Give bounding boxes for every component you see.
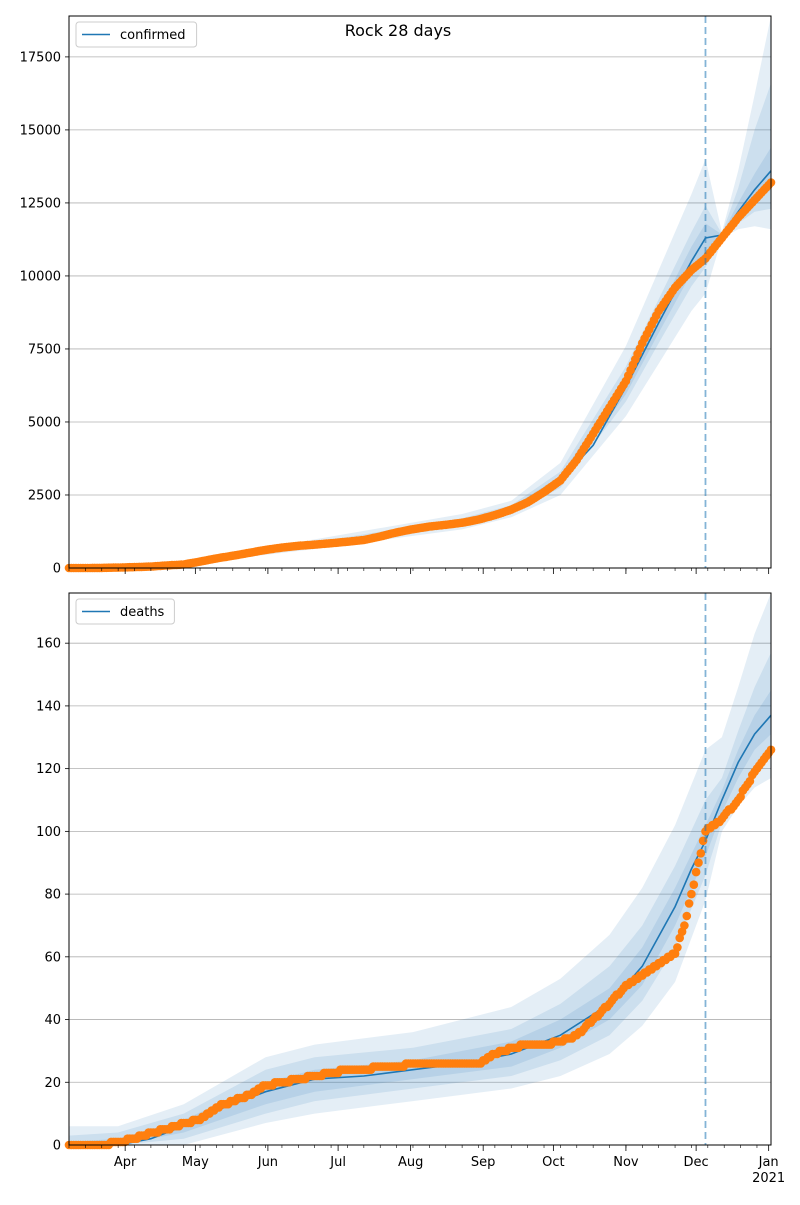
confidence-band (69, 690, 771, 1145)
legend-label: deaths (120, 605, 165, 620)
y-tick-label: 100 (36, 825, 61, 840)
axes-frame (68, 592, 772, 1146)
figure-title: Rock 28 days (345, 21, 452, 40)
observed-point (694, 858, 703, 867)
y-tick-label: 2500 (28, 488, 61, 503)
legend: deaths (75, 598, 175, 625)
observed-points (64, 178, 776, 573)
y-tick-label: 60 (44, 950, 61, 965)
y-tick-label: 0 (53, 562, 61, 577)
y-tick-label: 20 (44, 1076, 61, 1091)
x-tick-label: Aug (398, 1155, 423, 1170)
observed-points (64, 745, 776, 1150)
legend-box (75, 598, 175, 625)
y-tick-label: 120 (36, 762, 61, 777)
y-tick-label: 140 (36, 699, 61, 714)
x-year-label: 2021 (752, 1171, 785, 1186)
x-tick-label: Jul (329, 1155, 346, 1170)
x-tick-label: Jun (257, 1155, 278, 1170)
observed-point (691, 867, 701, 877)
y-tick-label: 15000 (20, 123, 61, 138)
y-tick-label: 160 (36, 637, 61, 652)
observed-point (680, 921, 689, 930)
x-tick-label: May (182, 1155, 209, 1170)
legend: confirmed (75, 21, 198, 48)
observed-point (673, 943, 682, 952)
y-tick-label: 10000 (20, 269, 61, 284)
y-tick-label: 5000 (28, 415, 61, 430)
x-tick-label: Jan (758, 1155, 779, 1170)
confidence-band (69, 147, 771, 568)
y-tick-label: 12500 (20, 196, 61, 211)
y-tick-label: 40 (44, 1013, 61, 1028)
observed-point (684, 899, 694, 908)
x-tick-label: Apr (114, 1155, 137, 1170)
x-tick-label: Sep (471, 1155, 496, 1170)
x-tick-label: Nov (613, 1155, 639, 1170)
x-tick-label: Dec (684, 1155, 709, 1170)
observed-point (689, 880, 699, 889)
panel-confirmed: 0 2500 5000 7500 10000 12500 15000 17500 confirm… (20, 15, 776, 577)
axes-frame (68, 15, 772, 569)
y-tick-label: 80 (44, 888, 61, 903)
y-tick-label: 0 (53, 1139, 61, 1154)
legend-box (75, 21, 198, 48)
legend-label: confirmed (120, 28, 186, 43)
observed-point (687, 889, 696, 899)
model-line (68, 170, 772, 569)
y-tick-label: 7500 (28, 342, 61, 357)
observed-point (696, 849, 706, 858)
confidence-band (69, 593, 771, 1145)
y-tick-label: 17500 (20, 50, 61, 65)
panel-deaths: 0 20 40 60 80 100 120 140 160 Apr May Jun Jul Aug Sep O… (36, 592, 785, 1186)
observed-point (682, 911, 692, 921)
x-tick-label: Oct (542, 1155, 564, 1170)
